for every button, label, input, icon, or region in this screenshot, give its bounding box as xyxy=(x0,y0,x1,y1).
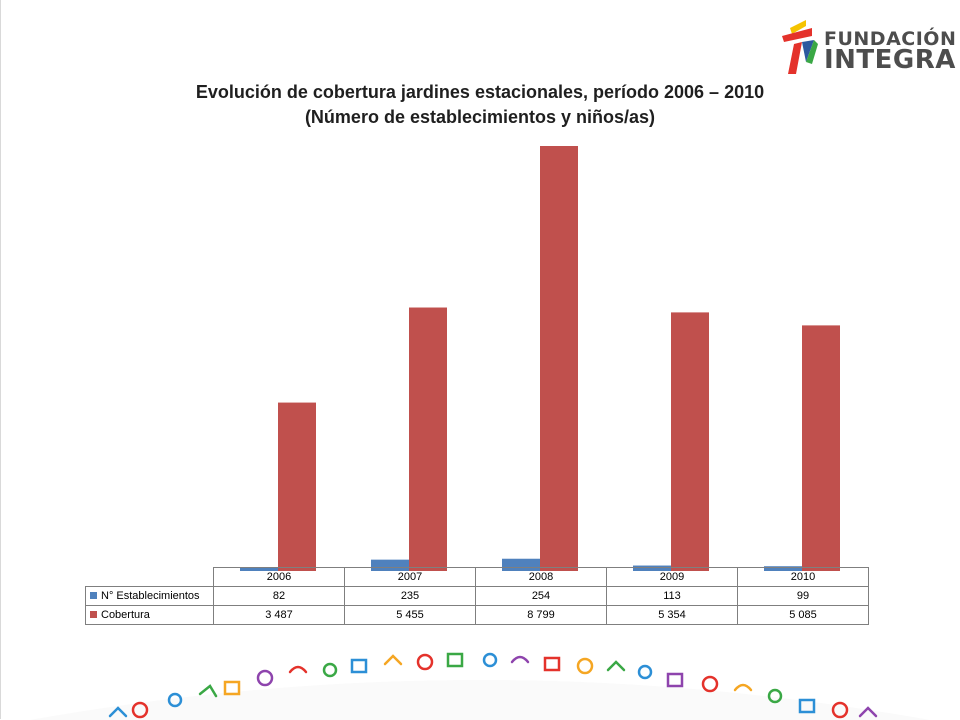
logo-text-fundacion: FUNDACIÓN xyxy=(824,28,957,50)
legend-label: N° Establecimientos xyxy=(101,590,200,602)
legend-key-establecimientos xyxy=(90,591,97,599)
chart-title-line2: (Número de establecimientos y niños/as) xyxy=(304,107,656,127)
data-label: 254 xyxy=(475,586,607,606)
data-table-row-cobertura: Cobertura 3 487 5 455 8 799 5 354 5 085 xyxy=(85,605,869,625)
chart-title-line1: Evolución de cobertura jardines estacion… xyxy=(195,82,765,102)
legend-entry-establecimientos: N° Establecimientos xyxy=(85,586,214,606)
data-label: 82 xyxy=(213,586,345,606)
bar-cobertura-2007 xyxy=(409,307,447,571)
bar-cobertura-2008 xyxy=(540,146,578,571)
data-table: 2006 2007 2008 2009 2010 N° Establecimie… xyxy=(85,567,869,625)
category-label: 2007 xyxy=(344,567,476,587)
data-label: 3 487 xyxy=(213,605,345,625)
data-label: 5 085 xyxy=(737,605,869,625)
category-label: 2006 xyxy=(213,567,345,587)
bar-cobertura-2009 xyxy=(671,312,709,571)
legend-label: Cobertura xyxy=(101,609,150,621)
fundacion-integra-logo: FUNDACIÓN INTEGRA xyxy=(776,14,956,76)
data-label: 8 799 xyxy=(475,605,607,625)
logo-text-integra: INTEGRA xyxy=(824,45,956,75)
bar-cobertura-2010 xyxy=(802,325,840,571)
data-table-corner xyxy=(85,567,214,587)
data-table-row-establecimientos: N° Establecimientos 82 235 254 113 99 xyxy=(85,586,869,606)
bar-establecimientos-2007 xyxy=(371,559,409,571)
data-table-header-row: 2006 2007 2008 2009 2010 xyxy=(85,567,869,587)
category-label: 2008 xyxy=(475,567,607,587)
data-label: 5 354 xyxy=(606,605,738,625)
category-label: 2009 xyxy=(606,567,738,587)
legend-key-cobertura xyxy=(90,610,97,618)
chart-title: Evolución de cobertura jardines estacion… xyxy=(130,80,830,130)
data-label: 235 xyxy=(344,586,476,606)
data-label: 113 xyxy=(606,586,738,606)
bar-group xyxy=(240,146,840,571)
category-label: 2010 xyxy=(737,567,869,587)
legend-entry-cobertura: Cobertura xyxy=(85,605,214,625)
decorative-doodle-border xyxy=(30,652,930,720)
data-label: 5 455 xyxy=(344,605,476,625)
logo-mark xyxy=(782,20,818,74)
bar-cobertura-2006 xyxy=(278,402,316,571)
data-label: 99 xyxy=(737,586,869,606)
